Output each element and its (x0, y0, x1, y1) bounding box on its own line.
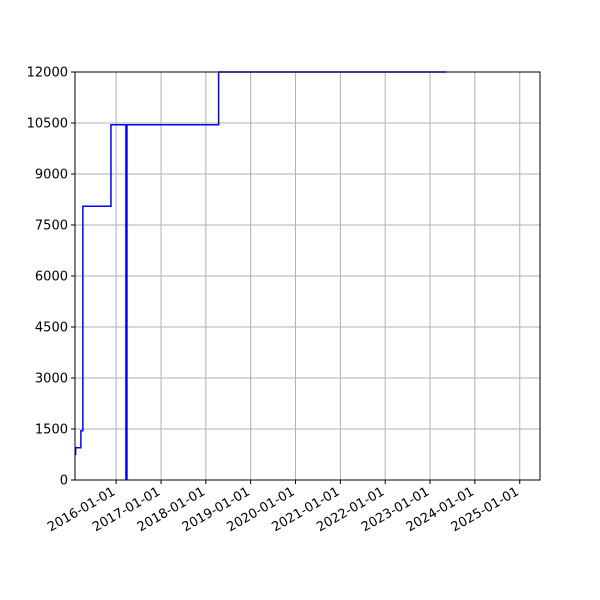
grid-lines (75, 71, 540, 481)
y-tick-label: 3000 (35, 372, 68, 387)
y-tick-label: 4500 (35, 321, 68, 336)
y-tick-label: 1500 (35, 423, 68, 438)
y-tick-label: 9000 (35, 168, 68, 183)
y-tick-label: 12000 (27, 66, 68, 81)
y-tick-label: 6000 (35, 270, 68, 285)
y-axis-ticks: 0 1500 3000 4500 6000 7500 9000 10500 12000 (27, 66, 75, 489)
y-tick-label: 10500 (27, 117, 68, 132)
series-line-1 (74, 71, 447, 456)
y-tick-label: 0 (60, 474, 68, 489)
series-lines (74, 71, 447, 480)
y-tick-label: 7500 (35, 219, 68, 234)
x-axis-ticks: 2016-01-012017-01-012018-01-012019-01-01… (45, 480, 522, 535)
